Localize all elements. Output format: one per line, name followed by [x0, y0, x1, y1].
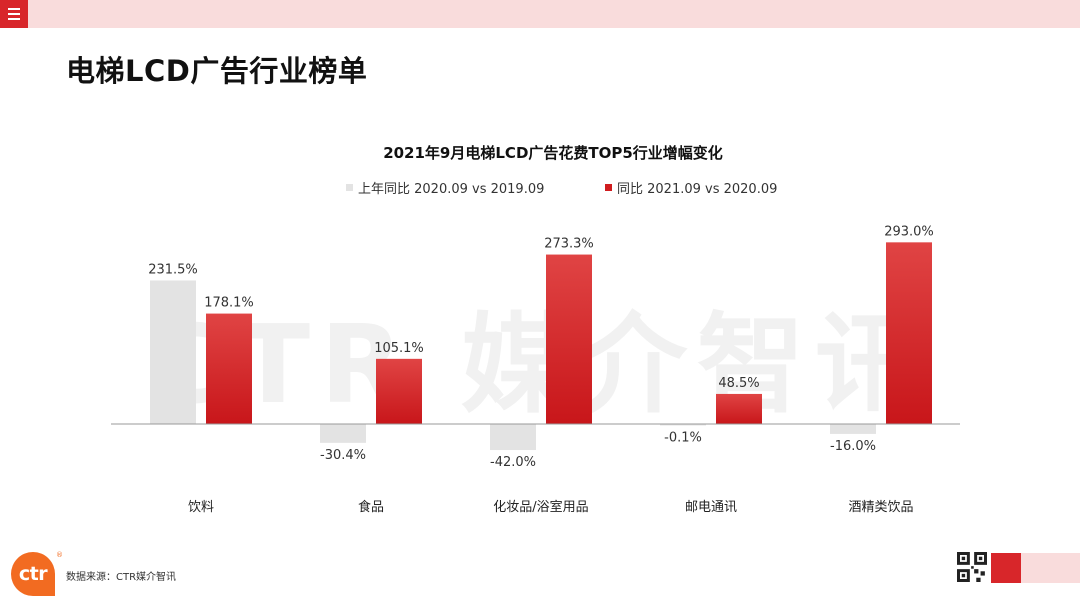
legend: 上年同比 2020.09 vs 2019.09 同比 2021.09 vs 202…	[346, 182, 777, 197]
legend-swatch-1	[605, 184, 612, 191]
bar-1-2	[546, 254, 592, 424]
data-label-0-2: -42.0%	[490, 455, 536, 470]
legend-label-1: 同比 2021.09 vs 2020.09	[617, 182, 777, 197]
legend-label-0: 上年同比 2020.09 vs 2019.09	[358, 182, 544, 197]
data-label-1-4: 293.0%	[884, 224, 934, 239]
bar-chart: 2021年9月电梯LCD广告花费TOP5行业增幅变化 上年同比 2020.09 …	[111, 144, 960, 515]
data-label-1-1: 105.1%	[374, 341, 424, 356]
data-label-0-4: -16.0%	[830, 439, 876, 454]
qr-code-icon	[957, 552, 987, 582]
data-source: 数据来源：CTR媒介智讯	[66, 572, 177, 583]
bar-0-0	[150, 280, 196, 424]
data-label-1-3: 48.5%	[718, 376, 759, 391]
bar-0-2	[490, 424, 536, 451]
category-label-1: 食品	[358, 499, 384, 515]
page-title: 电梯LCD广告行业榜单	[66, 54, 368, 88]
bars	[150, 242, 932, 451]
bar-0-3	[660, 424, 706, 426]
registered-mark: ®	[56, 551, 63, 559]
category-label-0: 饮料	[188, 500, 214, 515]
bar-1-0	[206, 313, 252, 424]
data-label-0-3: -0.1%	[664, 431, 702, 446]
data-labels: 231.5% 178.1% -30.4% 105.1% -42.0% 273.3% -0.1…	[148, 224, 934, 470]
category-labels: 饮料 食品 化妆品/浴室用品 邮电通讯 酒精类饮品	[188, 499, 914, 515]
chart-title: 2021年9月电梯LCD广告花费TOP5行业增幅变化	[383, 144, 723, 162]
category-label-2: 化妆品/浴室用品	[493, 499, 588, 515]
legend-swatch-0	[346, 184, 353, 191]
ctr-logo: ctr	[11, 552, 55, 596]
bar-1-3	[716, 393, 762, 424]
corner-accent-red	[991, 553, 1021, 583]
category-label-3: 邮电通讯	[685, 500, 737, 515]
bar-0-4	[830, 424, 876, 434]
bar-1-1	[376, 358, 422, 424]
data-label-0-0: 231.5%	[148, 262, 198, 277]
corner-accent-pink	[1021, 553, 1080, 583]
data-label-1-0: 178.1%	[204, 296, 254, 311]
data-label-1-2: 273.3%	[544, 237, 594, 252]
data-label-0-1: -30.4%	[320, 448, 366, 463]
top-banner	[0, 0, 1080, 28]
bar-0-1	[320, 424, 366, 443]
menu-icon[interactable]	[0, 0, 28, 28]
category-label-4: 酒精类饮品	[848, 500, 913, 515]
bar-1-4	[886, 242, 932, 424]
